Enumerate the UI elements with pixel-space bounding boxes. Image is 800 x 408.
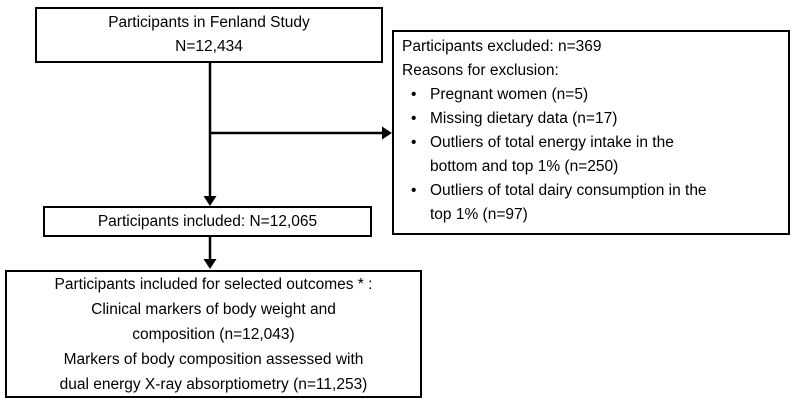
exclusion-reason-item: Outliers of total dairy consumption in t… <box>402 179 780 227</box>
excluded-title: Participants excluded: n=369 <box>402 38 602 55</box>
included-box: Participants included: N=12,065 <box>43 206 372 237</box>
outcomes-box-line: Markers of body composition assessed wit… <box>63 351 364 368</box>
exclusion-reason-item: Missing dietary data (n=17) <box>402 107 780 131</box>
exclusion-reason-text: Pregnant women (n=5) <box>430 86 589 103</box>
outcomes-box-title: Participants included for selected outco… <box>54 276 373 293</box>
outcomes-box-line: Clinical markers of body weight and <box>91 301 336 318</box>
exclusion-reason-item: Outliers of total energy intake in the b… <box>402 131 780 179</box>
arrow-branch-to-excluded <box>210 126 392 140</box>
exclusion-reasons-list: Pregnant women (n=5) Missing dietary dat… <box>402 83 780 227</box>
exclusion-reason-text: bottom and top 1% (n=250) <box>430 158 619 175</box>
exclusion-reason-text: Missing dietary data (n=17) <box>430 110 618 127</box>
outcomes-box: Participants included for selected outco… <box>5 270 422 398</box>
arrow-fenland-to-included <box>203 63 217 206</box>
fenland-study-box-line1: Participants in Fenland Study <box>108 14 310 31</box>
excluded-box: Participants excluded: n=369 Reasons for… <box>392 30 790 235</box>
outcomes-box-line: dual energy X-ray absorptiometry (n=11,2… <box>59 376 368 393</box>
fenland-study-box: Participants in Fenland Study N=12,434 <box>35 7 383 63</box>
exclusion-reason-item: Pregnant women (n=5) <box>402 83 780 107</box>
outcomes-box-line: composition (n=12,043) <box>132 326 295 343</box>
included-box-text: Participants included: N=12,065 <box>97 212 318 230</box>
arrow-included-to-outcomes <box>203 237 217 269</box>
exclusion-reason-text: Outliers of total dairy consumption in t… <box>430 182 707 199</box>
excluded-subtitle: Reasons for exclusion: <box>402 62 559 79</box>
exclusion-reason-text: top 1% (n=97) <box>430 206 528 223</box>
exclusion-reason-text: Outliers of total energy intake in the <box>430 134 674 151</box>
fenland-study-box-count: N=12,434 <box>175 38 243 55</box>
